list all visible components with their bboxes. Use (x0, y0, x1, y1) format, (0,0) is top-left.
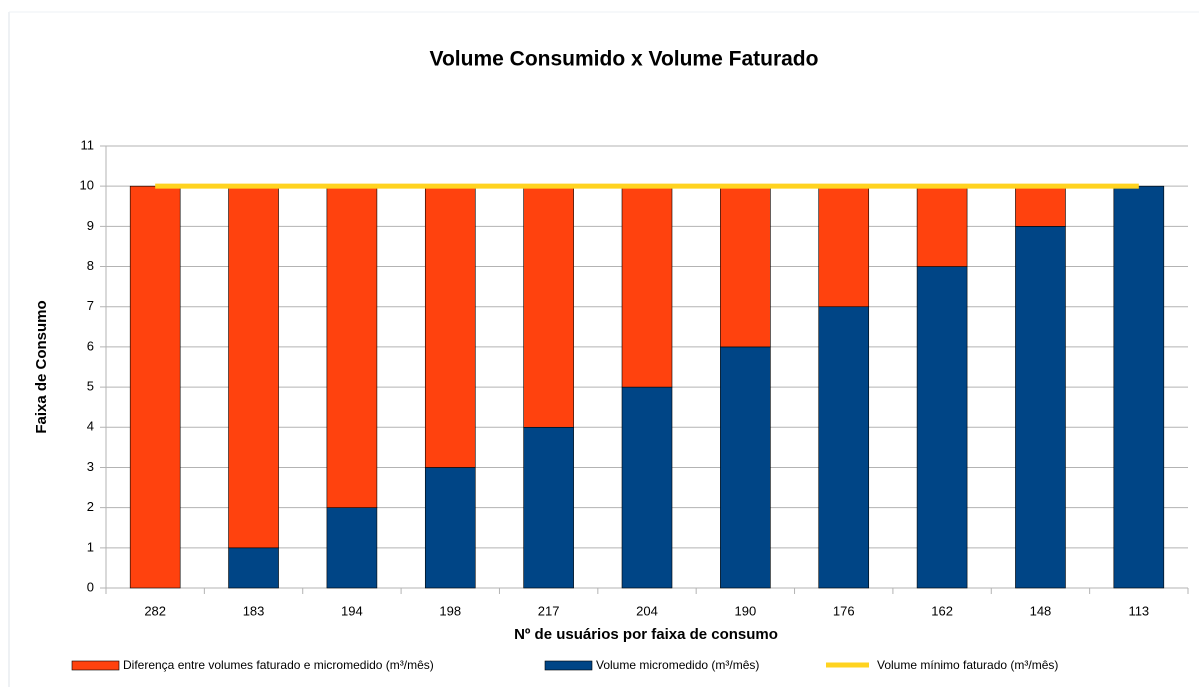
bar-segment (228, 185, 279, 549)
bar-segment (621, 185, 673, 388)
x-tick-label: 162 (931, 603, 953, 618)
x-axis-title: Nº de usuários por faixa de consumo (514, 626, 778, 643)
y-tick-label: 9 (87, 218, 94, 233)
x-tick-label: 176 (833, 603, 855, 618)
bar-segment (424, 185, 476, 468)
y-tick-label: 0 (87, 579, 94, 594)
chart-title: Volume Consumido x Volume Faturado (430, 48, 819, 71)
legend-swatch (71, 660, 120, 671)
legend-swatch (544, 660, 593, 671)
x-tick-label: 198 (439, 603, 461, 618)
y-tick-label: 10 (80, 178, 94, 193)
y-tick-label: 6 (87, 338, 94, 353)
x-tick-label: 183 (243, 603, 265, 618)
bar-segment (523, 426, 574, 589)
y-tick-label: 7 (87, 298, 94, 313)
x-tick-label: 194 (341, 603, 363, 618)
legend-label: Diferença entre volumes faturado e micro… (123, 658, 434, 672)
bar-segment (818, 185, 870, 308)
y-tick-label: 11 (81, 137, 95, 152)
bar-segment (326, 507, 378, 589)
legend-label: Volume mínimo faturado (m³/mês) (877, 658, 1058, 672)
x-tick-label: 148 (1030, 603, 1052, 618)
x-tick-label: 217 (538, 603, 560, 618)
bar-segment (1015, 185, 1066, 227)
y-tick-label: 4 (87, 419, 94, 434)
y-tick-label: 5 (87, 379, 94, 394)
y-tick-label: 8 (87, 258, 94, 273)
bar-segment (1015, 226, 1066, 589)
bar-segment (916, 185, 968, 267)
bar-segment (523, 185, 574, 428)
bar-segment (129, 185, 181, 589)
bar-segment (720, 346, 771, 589)
bar-segment (621, 386, 673, 589)
x-tick-label: 282 (144, 603, 166, 618)
x-tick-label: 190 (735, 603, 757, 618)
x-tick-label: 204 (636, 603, 658, 618)
y-tick-label: 1 (87, 539, 94, 554)
bar-segment (720, 185, 771, 348)
bar-segment (1113, 185, 1165, 589)
y-tick-label: 2 (87, 499, 94, 514)
bar-segment (326, 185, 378, 508)
bar-segment (228, 547, 279, 589)
bar-segment (916, 266, 968, 589)
y-axis-title: Faixa de Consumo (33, 300, 50, 433)
bar-segment (424, 467, 476, 589)
bar-segment (818, 306, 870, 589)
x-tick-label: 113 (1128, 603, 1149, 618)
y-tick-label: 3 (87, 459, 94, 474)
legend-label: Volume micromedido (m³/mês) (596, 658, 759, 672)
